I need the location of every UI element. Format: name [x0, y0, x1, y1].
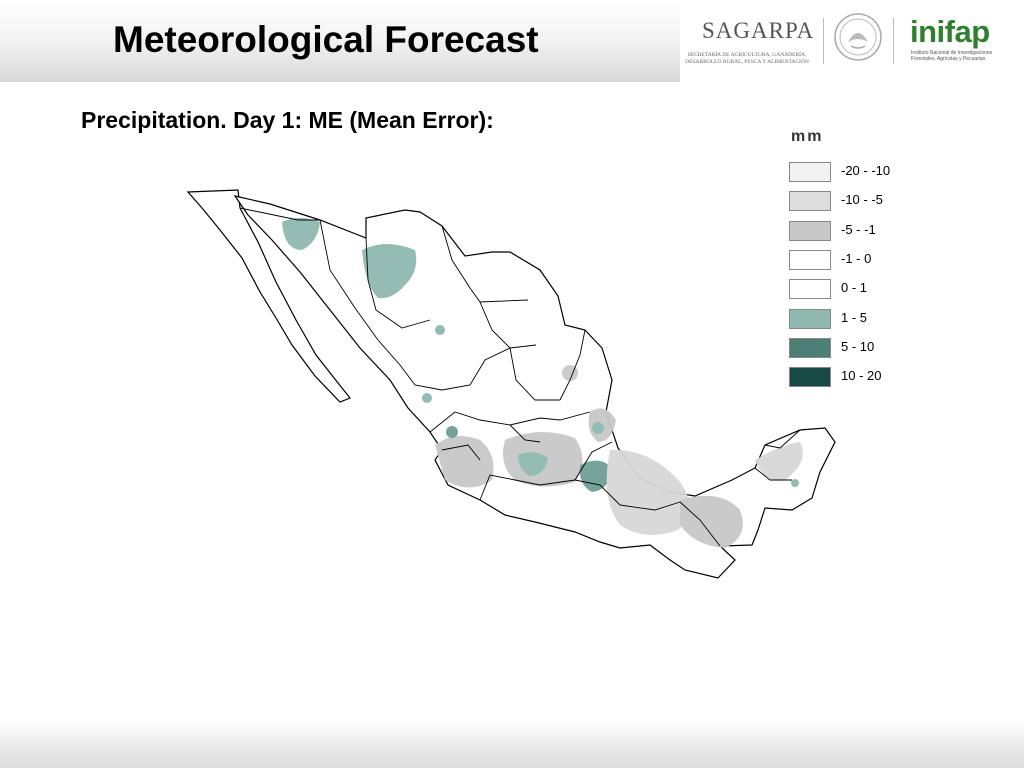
baja-california — [186, 189, 351, 403]
legend-swatch — [789, 191, 831, 212]
legend-label: 5 - 10 — [841, 338, 875, 354]
legend-swatch — [789, 249, 831, 270]
region-error-negative — [562, 365, 578, 381]
legend-item: -20 - -10 — [789, 162, 919, 184]
legend-item: 0 - 1 — [789, 279, 919, 301]
region-error-positive — [435, 325, 445, 335]
mexico-precipitation-map — [186, 189, 836, 579]
legend-item: -1 - 0 — [789, 249, 919, 272]
region-error-positive — [446, 426, 458, 438]
legend-item: 1 - 5 — [789, 308, 919, 331]
legend-label: 10 - 20 — [841, 368, 882, 384]
page-title: Meteorological Forecast — [113, 19, 539, 60]
inifap-subtitle: Instituto Nacional de Investigaciones Fo… — [911, 50, 993, 62]
legend-swatch — [789, 279, 831, 300]
region-error-positive — [422, 393, 432, 403]
legend-label: -5 - -1 — [841, 221, 876, 237]
legend-label: 1 - 5 — [841, 309, 868, 325]
title-bar: Meteorological Forecast — [0, 0, 680, 82]
precipitation-error-shading — [282, 218, 803, 548]
state-borders — [239, 207, 801, 547]
mexico-seal-icon — [834, 13, 882, 61]
region-error-positive — [518, 452, 548, 476]
region-error-negative — [755, 442, 803, 481]
logo-divider — [893, 18, 894, 64]
legend-label: -10 - -5 — [841, 192, 883, 208]
logo-divider — [823, 18, 824, 64]
footer-bar — [0, 718, 1024, 768]
region-error-positive — [362, 244, 417, 299]
legend-swatch — [789, 308, 831, 329]
legend-item: -10 - -5 — [789, 191, 919, 213]
region-error-positive — [791, 479, 799, 487]
legend-label: -20 - -10 — [841, 163, 891, 178]
legend-item: 5 - 10 — [789, 337, 919, 360]
region-error-positive — [579, 460, 612, 492]
legend-swatch — [789, 220, 831, 241]
region-error-positive — [592, 422, 604, 434]
sagarpa-logo: SAGARPA — [702, 18, 815, 43]
map-legend: mm -20 - -10 -10 - -5 -5 - -1 -1 - 0 0 - 1 1 … — [789, 128, 919, 398]
legend-item: 10 - 20 — [789, 367, 919, 389]
sagarpa-subtitle: SECRETARÍA DE AGRICULTURA, GANADERÍA, DE… — [685, 52, 809, 65]
logo-area: SAGARPA SECRETARÍA DE AGRICULTURA, GANAD… — [680, 0, 1024, 82]
region-error-positive — [282, 218, 320, 250]
legend-swatch — [789, 367, 831, 388]
legend-item: -5 - -1 — [789, 220, 919, 243]
legend-swatch — [789, 162, 831, 182]
legend-title: mm — [791, 128, 824, 145]
legend-label: -1 - 0 — [841, 250, 872, 266]
region-error-negative — [606, 449, 690, 535]
region-error-negative — [680, 495, 743, 548]
legend-swatch — [789, 337, 831, 358]
inifap-logo: inifap — [910, 14, 990, 49]
map-subtitle: Precipitation. Day 1: ME (Mean Error): — [81, 107, 494, 133]
legend-label: 0 - 1 — [841, 280, 868, 296]
